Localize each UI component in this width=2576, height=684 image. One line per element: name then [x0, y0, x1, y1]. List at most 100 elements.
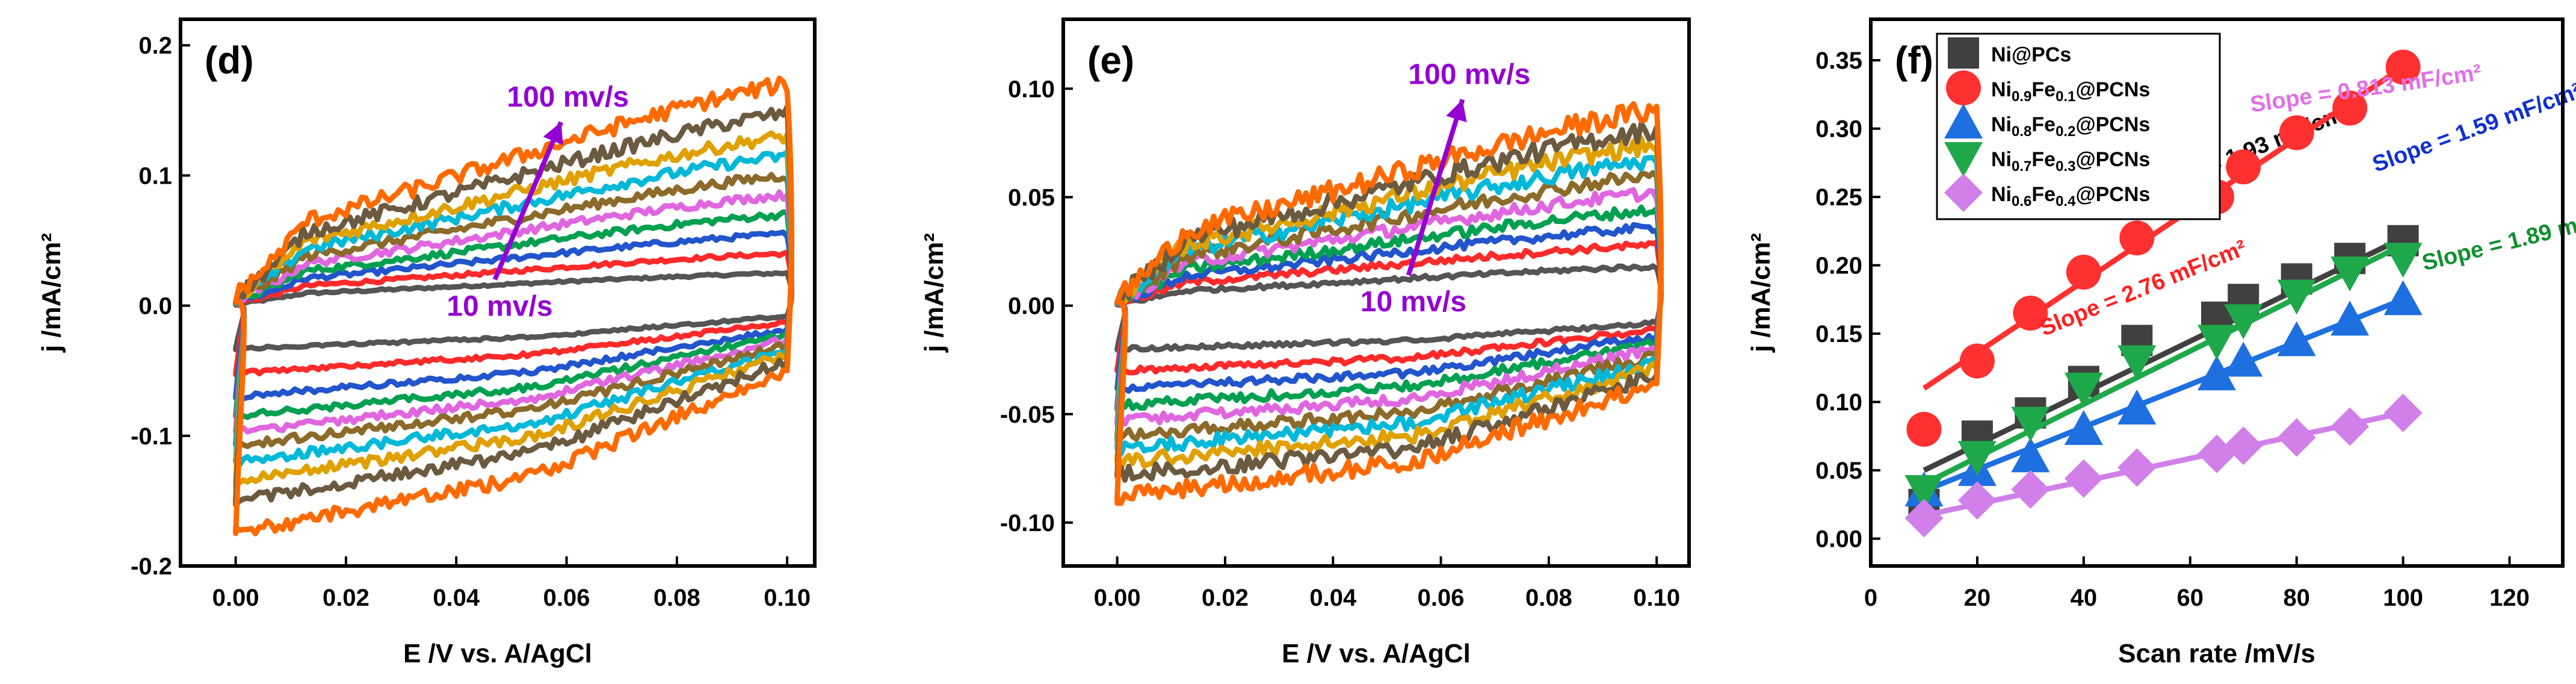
- cv-curve-60: [233, 172, 794, 449]
- x-tick-label: 0.04: [1309, 585, 1357, 611]
- scan-rate-arrow: [1406, 99, 1465, 276]
- y-tick-label: 0.30: [1815, 116, 1862, 143]
- x-tick-label: 0.10: [764, 585, 811, 611]
- x-tick-label: 0.06: [543, 585, 590, 611]
- x-tick-label: 0.02: [1202, 585, 1249, 611]
- x-tick-label: 100: [2383, 585, 2423, 611]
- x-tick-label: 40: [2071, 585, 2098, 611]
- data-point: [2277, 279, 2316, 315]
- data-point: [2224, 426, 2263, 465]
- y-axis-label: j /mA/cm²: [1746, 233, 1776, 353]
- data-point: [2117, 345, 2157, 381]
- data-point: [2013, 296, 2048, 331]
- legend-label: Ni0.9Fe0.1@PCNs: [1991, 78, 2150, 105]
- data-point: [2011, 437, 2050, 473]
- y-tick-label: -0.2: [131, 553, 172, 580]
- x-tick-label: 0.08: [653, 585, 700, 611]
- data-point: [2119, 220, 2155, 256]
- data-point: [2064, 372, 2103, 408]
- y-tick-label: 0.2: [138, 33, 172, 59]
- data-point: [1959, 343, 1995, 379]
- cv-curve-40: [233, 209, 794, 421]
- data-point: [2277, 418, 2316, 457]
- data-point: [2330, 407, 2370, 446]
- data-point: [2224, 304, 2263, 340]
- scan-rate-arrowhead: [543, 122, 563, 146]
- cv-curves-1: 100 mv/s 10 mv/s: [1114, 58, 1664, 506]
- legend-marker: [1944, 104, 1983, 138]
- cv-curve-100: [233, 75, 794, 536]
- y-tick-label: 0.10: [1815, 390, 1862, 416]
- data-point: [2117, 389, 2157, 424]
- legend-marker: [1946, 70, 1981, 105]
- data-point: [2279, 115, 2314, 151]
- panel-label: (e): [1087, 39, 1134, 82]
- y-tick-label: 0.1: [138, 163, 172, 189]
- cv-curve-50: [233, 189, 794, 435]
- data-point: [2198, 355, 2236, 391]
- data-point: [2330, 256, 2370, 291]
- cv-curve-20: [1114, 240, 1664, 376]
- scan-rate-arrow: [492, 121, 564, 281]
- cv-curve-30: [1114, 222, 1664, 394]
- data-point: [2011, 406, 2050, 442]
- annotation-high: 100 mv/s: [1408, 58, 1530, 90]
- y-tick-label: 0.25: [1815, 184, 1862, 211]
- data-point: [1957, 481, 1997, 520]
- data-point: [2064, 410, 2103, 445]
- chart-axes-1: 0.00 0.02 0.04 0.06 0.08 0.10 -0.10 -0.05 0.00 0.…: [919, 39, 1680, 668]
- cv-curve-80: [1114, 135, 1664, 471]
- x-tick-label: 120: [2489, 585, 2530, 611]
- cv-curve-80: [233, 130, 794, 490]
- legend-box: [1936, 33, 2221, 220]
- x-tick-label: 0.00: [1094, 585, 1141, 611]
- legend-label: Ni0.8Fe0.2@PCNs: [1991, 113, 2150, 140]
- x-axis-label: Scan rate /mV/s: [2118, 639, 2315, 668]
- x-axis-label: E /V vs. A/AgCl: [403, 639, 592, 668]
- y-tick-label: 0.00: [1815, 526, 1862, 553]
- x-tick-label: 0.08: [1525, 585, 1572, 611]
- panel-label: (f): [1895, 39, 1933, 82]
- legend-label: Ni0.6Fe0.4@PCNs: [1991, 183, 2150, 210]
- data-point: [1904, 475, 1944, 511]
- legend-marker: [1944, 142, 1983, 177]
- panel-label: (d): [205, 39, 254, 82]
- cv-curve-50: [1114, 187, 1664, 427]
- fit-line: [1923, 410, 2404, 518]
- y-tick-label: 0.05: [1008, 184, 1055, 211]
- cv-curve-10: [1114, 263, 1664, 353]
- x-tick-label: 20: [1964, 585, 1991, 611]
- y-axis-label: j /mA/cm²: [37, 233, 66, 353]
- slope-label: Slope = 1.89 mF/cm²: [2420, 198, 2576, 276]
- data-point: [2226, 149, 2261, 185]
- annotation-low: 10 mv/s: [446, 290, 552, 322]
- y-tick-label: 0.00: [1008, 293, 1055, 320]
- cv-curve-40: [1114, 204, 1664, 412]
- y-tick-label: 0.35: [1815, 48, 1862, 74]
- data-point: [1957, 441, 1997, 476]
- y-tick-label: 0.15: [1815, 321, 1862, 347]
- y-tick-label: -0.10: [1000, 510, 1055, 536]
- data-point: [2066, 254, 2101, 290]
- x-tick-label: 0.02: [323, 585, 369, 611]
- data-point: [2117, 448, 2157, 487]
- data-point: [2277, 321, 2316, 356]
- legend-marker: [1948, 37, 1979, 69]
- cv-curve-30: [233, 229, 794, 402]
- legend-marker: [1944, 173, 1983, 212]
- fit-line: [1922, 64, 2405, 391]
- cv-curve-100: [1114, 101, 1664, 506]
- fit-line: [1923, 235, 2405, 473]
- chart-axes-2: 0 20 40 60 80 100 120 0.00 0.05 0.10 0.15 0.20 0.25 0…: [1746, 39, 2530, 668]
- fit-line: [1923, 242, 2405, 487]
- x-tick-label: 0.00: [212, 585, 259, 611]
- data-point: [2224, 341, 2263, 377]
- y-tick-label: -0.05: [1000, 402, 1055, 428]
- data-point: [2332, 90, 2368, 126]
- y-axis-label: j /mA/cm²: [919, 233, 949, 353]
- data-point: [2383, 243, 2423, 278]
- data-point: [2330, 300, 2370, 336]
- y-tick-label: 0.05: [1815, 458, 1862, 484]
